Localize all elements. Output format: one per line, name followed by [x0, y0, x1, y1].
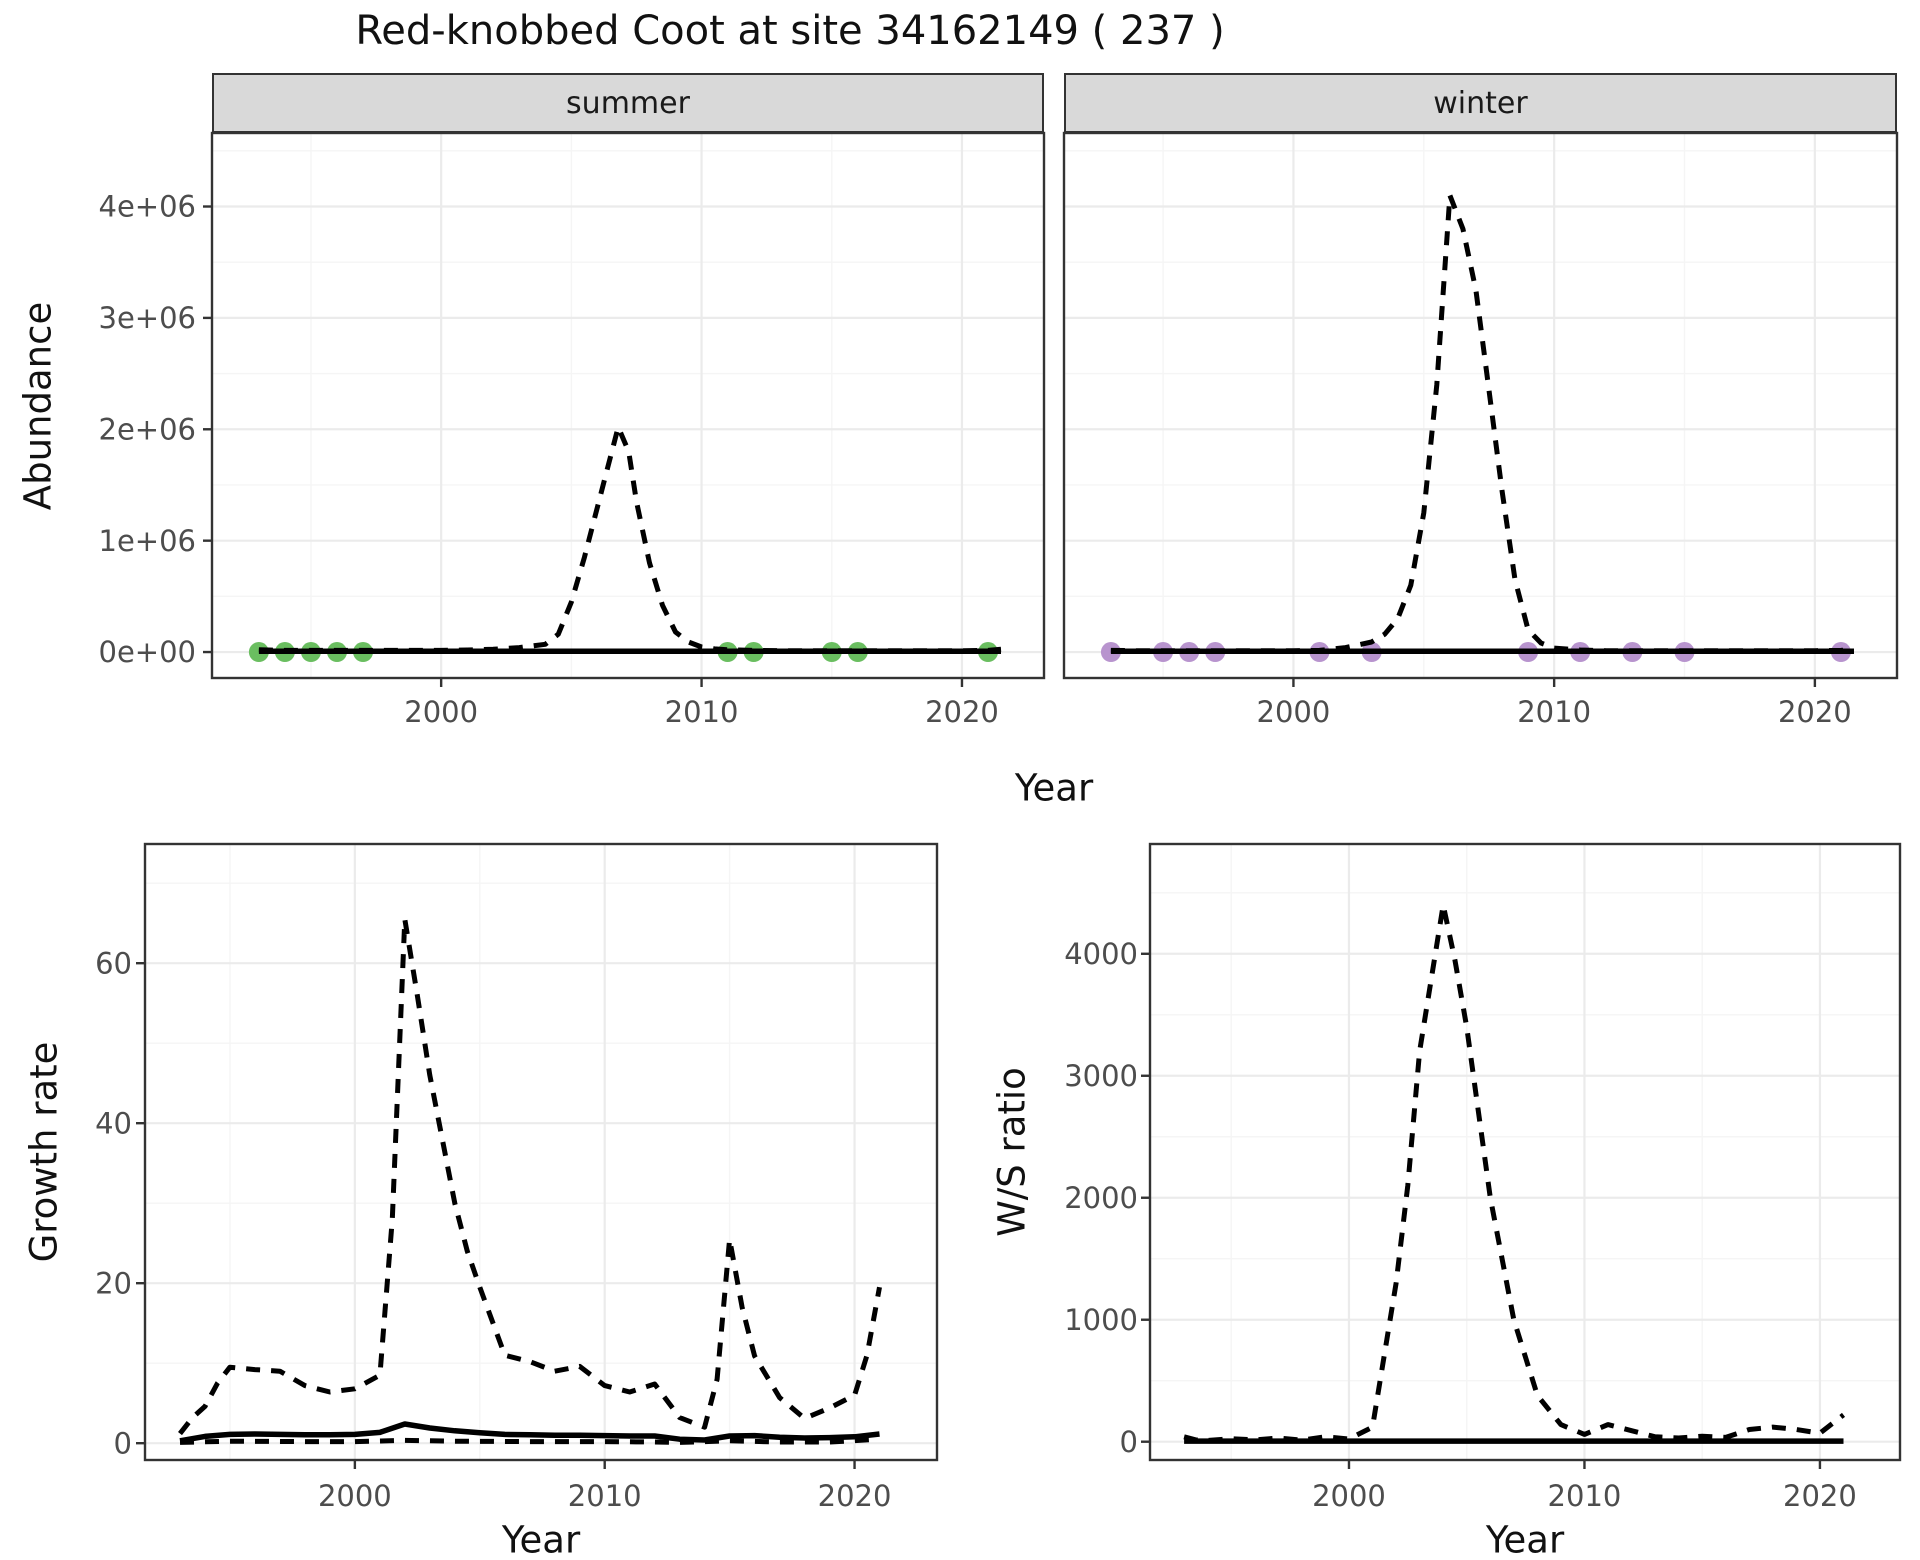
- y-tick-label: 3000: [1064, 1059, 1138, 1093]
- facet-strip-winter-label: winter: [1433, 85, 1528, 121]
- y-tick-label: 1e+06: [99, 524, 197, 558]
- y-tick-label: 4e+06: [99, 190, 197, 224]
- bottom-right-year-axis-title: Year: [1485, 1518, 1565, 1560]
- abundance-axis-title: Abundance: [16, 301, 60, 511]
- x-tick-label: 2000: [318, 1479, 392, 1513]
- panel-background: [1150, 844, 1900, 1460]
- y-tick-label: 40: [95, 1106, 132, 1140]
- panel-border: [210, 131, 1046, 680]
- ws-ratio-upper-line: [1183, 902, 1846, 1443]
- y-tick-label: 4000: [1064, 937, 1138, 971]
- top-year-axis-title: Year: [1014, 766, 1094, 810]
- y-tick-label: 0e+00: [99, 635, 197, 669]
- facet-strip-summer: summer: [212, 73, 1044, 133]
- x-tick-label: 2020: [1783, 1479, 1857, 1513]
- upper-ci-line: [178, 916, 882, 1436]
- y-tick-label: 2e+06: [99, 412, 197, 446]
- panel-border: [1062, 131, 1899, 680]
- y-tick-label: 0: [1120, 1425, 1138, 1459]
- y-tick-label: 0: [114, 1426, 132, 1460]
- y-tick-label: 1000: [1064, 1303, 1138, 1337]
- x-tick-label: 2010: [665, 695, 739, 729]
- y-tick-label: 20: [95, 1266, 132, 1300]
- facet-strip-summer-label: summer: [566, 85, 690, 121]
- panel-background: [212, 133, 1044, 678]
- ws-ratio-axis-title: W/S ratio: [990, 1067, 1034, 1237]
- growth-rate-axis-title: Growth rate: [22, 1041, 66, 1263]
- chart-title: Red-knobbed Coot at site 34162149 ( 237 …: [355, 8, 1225, 54]
- x-tick-label: 2000: [1312, 1479, 1386, 1513]
- x-tick-label: 2000: [1257, 695, 1331, 729]
- panel-background: [145, 844, 937, 1460]
- x-tick-label: 2020: [1778, 695, 1852, 729]
- bottom-left-year-axis-title: Year: [501, 1518, 581, 1560]
- panel-border: [1148, 842, 1902, 1462]
- x-tick-label: 2010: [1548, 1479, 1622, 1513]
- x-tick-label: 2000: [404, 695, 478, 729]
- panel-background: [1064, 133, 1897, 678]
- x-tick-label: 2020: [818, 1479, 892, 1513]
- y-tick-label: 2000: [1064, 1181, 1138, 1215]
- x-tick-label: 2010: [568, 1479, 642, 1513]
- mean-line: [179, 1421, 880, 1444]
- y-tick-label: 60: [95, 946, 132, 980]
- x-tick-label: 2010: [1517, 695, 1591, 729]
- facet-strip-winter: winter: [1064, 73, 1897, 133]
- panel-border: [143, 842, 939, 1462]
- lower-ci-line: [179, 1436, 880, 1445]
- y-tick-label: 3e+06: [99, 301, 197, 335]
- x-tick-label: 2020: [925, 695, 999, 729]
